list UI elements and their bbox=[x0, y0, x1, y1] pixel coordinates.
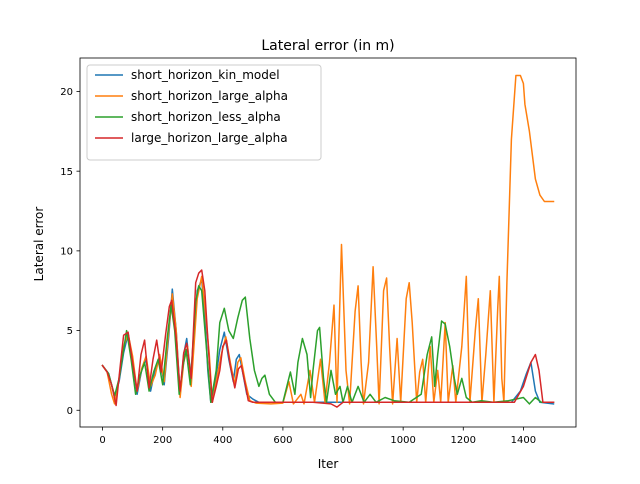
y-tick-label: 20 bbox=[60, 87, 73, 98]
legend-label: short_horizon_kin_model bbox=[131, 68, 280, 82]
y-axis-label: Lateral error bbox=[32, 207, 46, 282]
x-tick-label: 800 bbox=[333, 435, 352, 446]
x-tick-label: 0 bbox=[99, 435, 105, 446]
x-tick-label: 1000 bbox=[390, 435, 415, 446]
x-axis-label: Iter bbox=[318, 457, 339, 471]
y-tick-label: 5 bbox=[67, 326, 73, 337]
series-line-large-horizon-large-alpha bbox=[101, 269, 555, 408]
y-tick-label: 0 bbox=[67, 406, 73, 417]
chart-title: Lateral error (in m) bbox=[261, 38, 394, 54]
x-tick-label: 200 bbox=[153, 435, 172, 446]
legend: short_horizon_kin_model short_horizon_lar… bbox=[86, 64, 322, 161]
legend-label: short_horizon_large_alpha bbox=[131, 89, 288, 103]
legend-frame bbox=[86, 64, 322, 161]
y-tick-label: 15 bbox=[60, 167, 73, 178]
x-tick-label: 1400 bbox=[511, 435, 536, 446]
y-tick-label: 10 bbox=[60, 246, 73, 257]
plot-frame bbox=[79, 57, 577, 428]
series-line-short-horizon-less-alpha bbox=[101, 285, 555, 405]
x-tick-label: 400 bbox=[213, 435, 232, 446]
x-tick-label: 1200 bbox=[451, 435, 476, 446]
axes: 0 200 400 600 800 1000 1200 1400 0 5 10 15 20 bbox=[60, 57, 577, 446]
series-group bbox=[101, 74, 555, 408]
legend-label: short_horizon_less_alpha bbox=[131, 110, 281, 124]
legend-label: large_horizon_large_alpha bbox=[131, 131, 288, 145]
x-tick-label: 600 bbox=[273, 435, 292, 446]
